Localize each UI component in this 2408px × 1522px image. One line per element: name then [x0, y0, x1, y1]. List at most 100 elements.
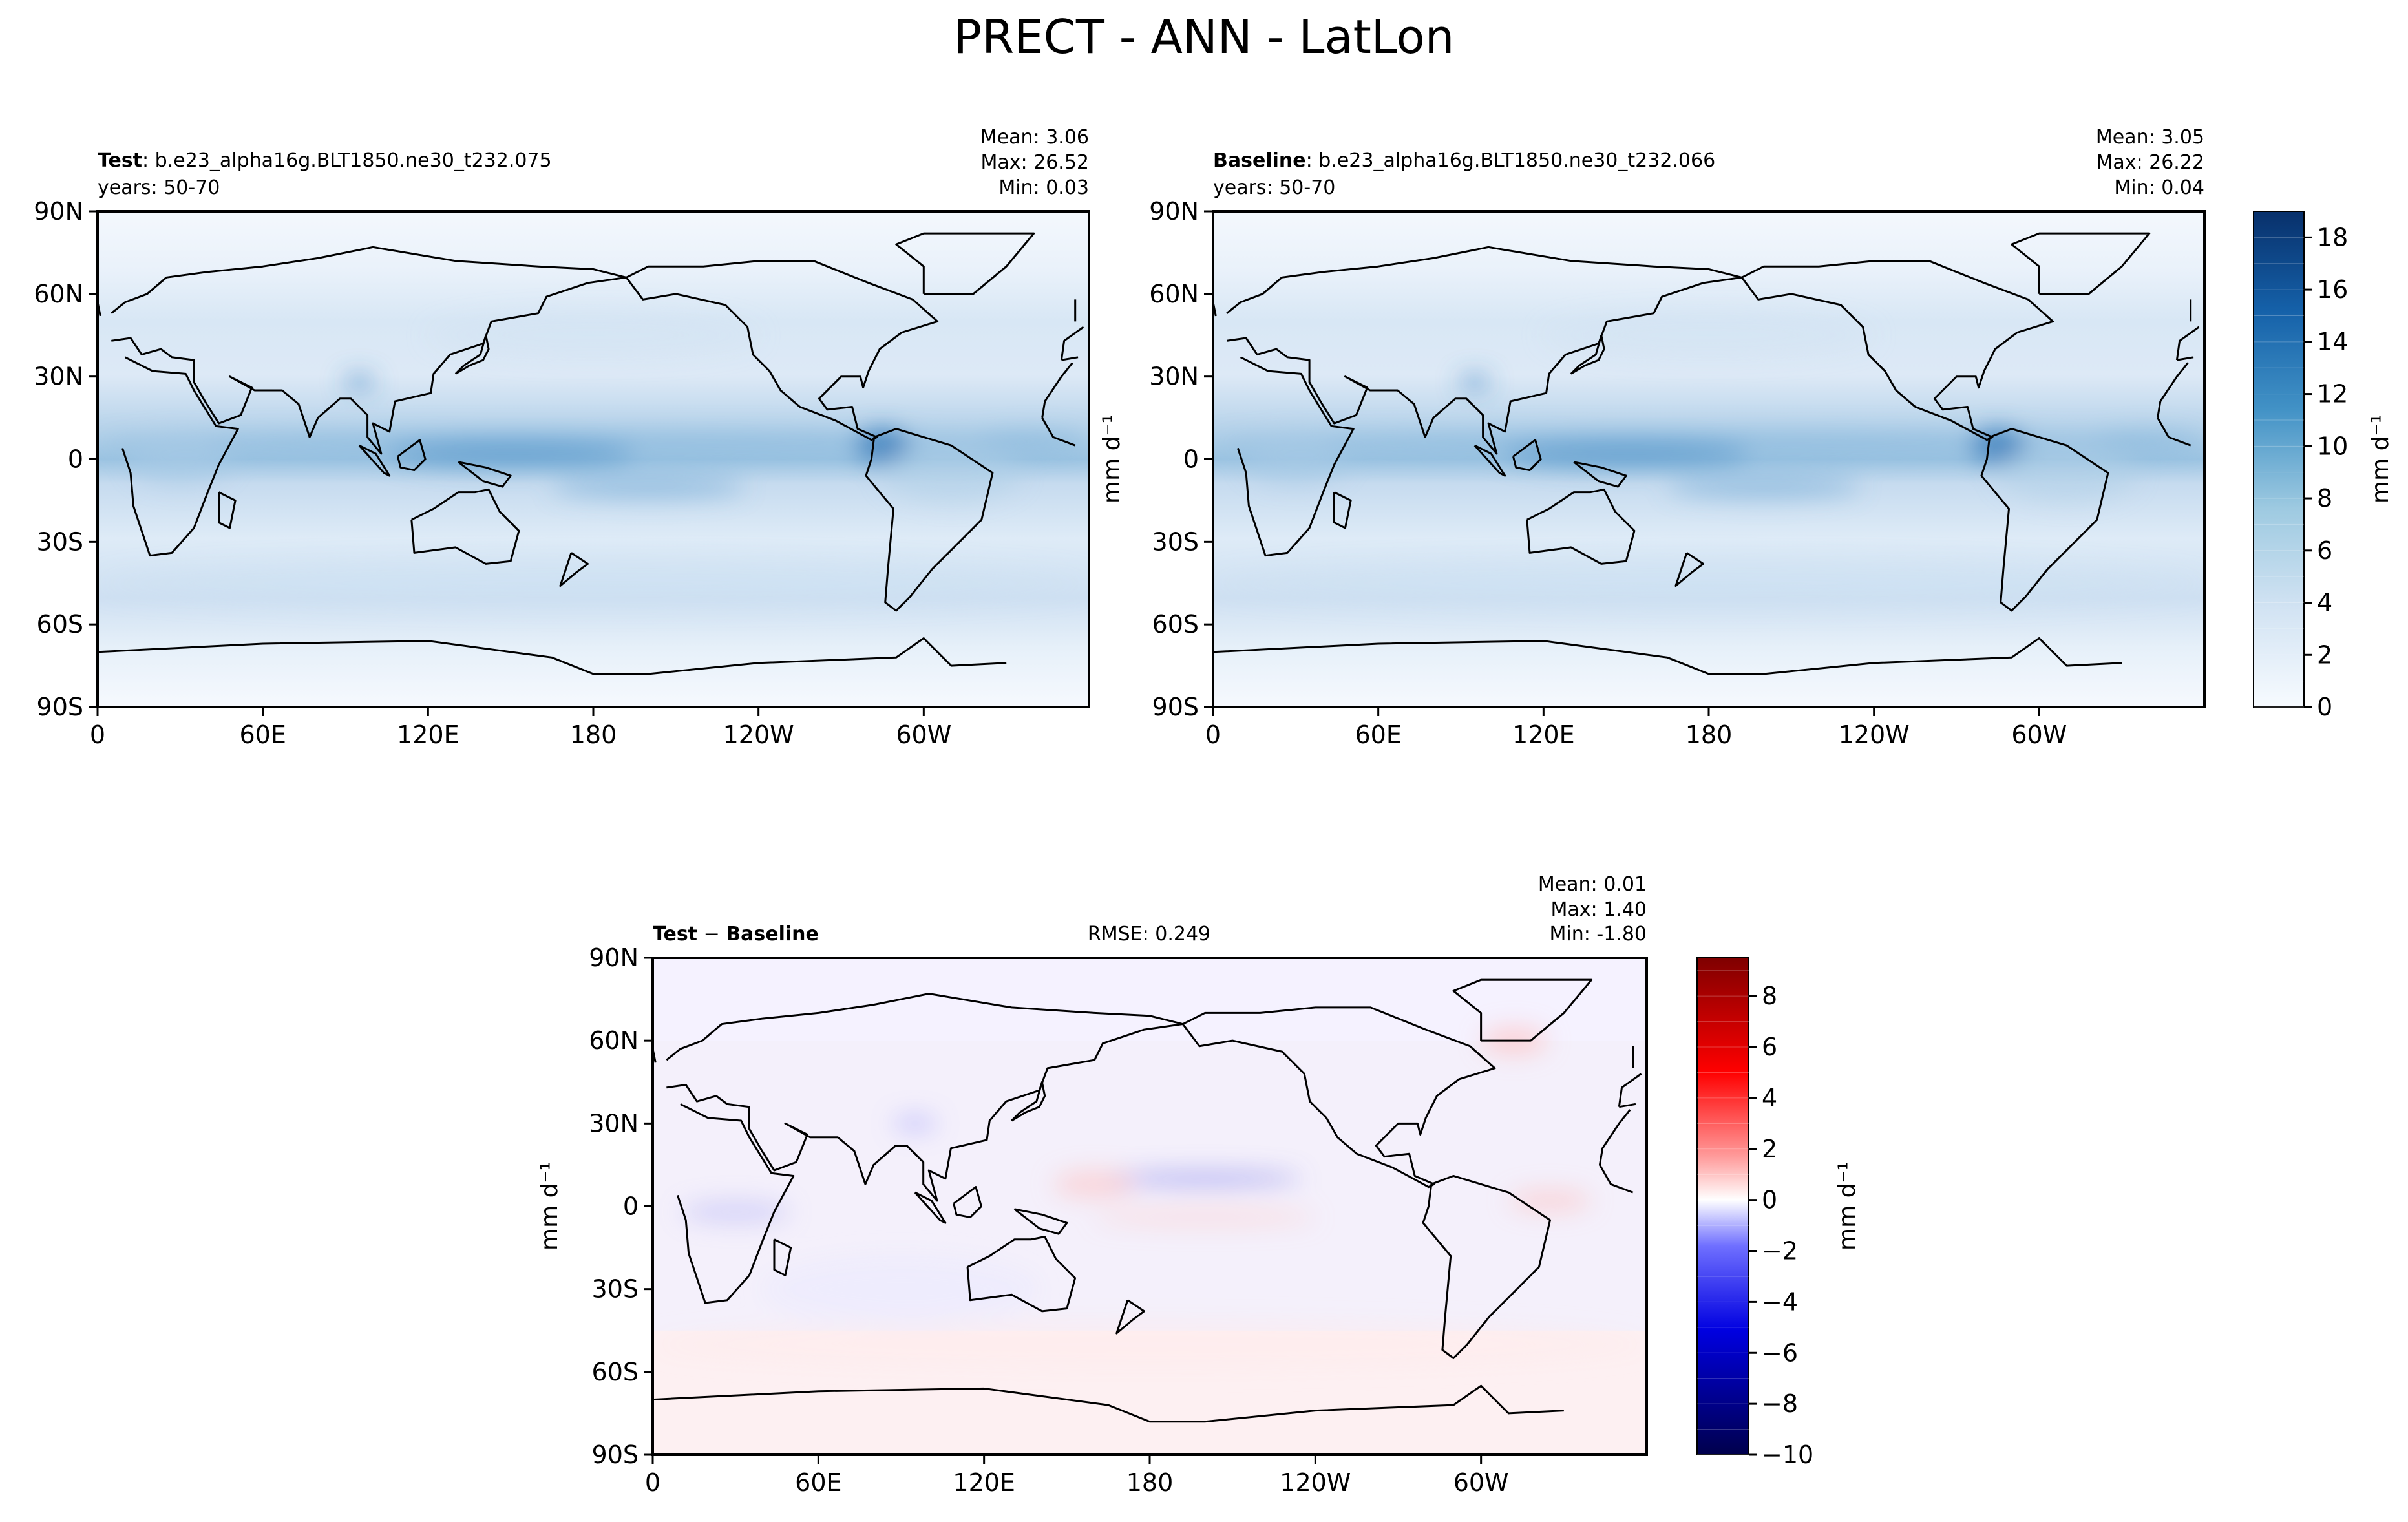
y-tick-label: 60S: [37, 610, 83, 639]
x-tick-label: 120W: [1280, 1468, 1351, 1497]
map-field-features: [653, 1026, 1647, 1367]
figure-title: PRECT - ANN - LatLon: [954, 10, 1455, 64]
panel-diff-title-bold: Test: [653, 923, 697, 946]
map-baseline: [1213, 211, 2204, 707]
map-field-blob: [428, 313, 759, 357]
x-tick-label: 0: [645, 1468, 660, 1497]
map-field-blob: [1502, 439, 1750, 468]
map-field-blob: [1667, 476, 1861, 498]
colorbar-tick-label: 4: [1762, 1084, 1777, 1112]
coastline: [653, 1384, 1564, 1423]
coastline: [677, 1103, 1634, 1304]
x-tick-label: 60E: [239, 721, 286, 749]
x-tick-label: 180: [1685, 721, 1733, 749]
panel-baseline-stat-max: Max: 26.22: [2096, 151, 2204, 174]
x-tick-label: 0: [90, 721, 105, 749]
coastline: [666, 993, 1642, 1202]
y-tick-label: 0: [623, 1192, 639, 1221]
y-tick-label: 30S: [37, 527, 83, 556]
coastline: [1422, 1174, 1552, 1360]
x-tick-label: 120E: [1512, 721, 1575, 749]
panel-test: Test: b.e23_alpha16g.BLT1850.ne30_t232.0…: [34, 126, 1090, 749]
coastline: [1570, 334, 1605, 375]
coastline: [1980, 428, 2109, 612]
coastline: [966, 1236, 1077, 1313]
panel-diff-title: Test − Baseline: [653, 923, 819, 946]
panel-baseline-title: Baseline: b.e23_alpha16g.BLT1850.ne30_t2…: [1213, 149, 1715, 172]
colorbar-tick-label: 8: [1762, 982, 1777, 1010]
y-tick-label: 30N: [1149, 363, 1199, 391]
coastline: [953, 1186, 982, 1219]
coastline: [458, 461, 512, 488]
y-tick-label: 30N: [34, 363, 83, 391]
colorbar-tick-label: 16: [2317, 275, 2348, 304]
map-field-blob: [854, 428, 911, 462]
map-field-blob: [763, 1256, 1040, 1322]
colorbar-tick-label: 4: [2317, 589, 2332, 617]
x-tick-label: 60E: [1355, 721, 1401, 749]
map-field-blob: [386, 439, 635, 468]
coastline: [1013, 1208, 1068, 1235]
colorbar-blues: 0 2 4 6 8 10 12 14 16 18 mm d⁻¹: [2253, 211, 2394, 721]
colorbar-tick-label: −4: [1762, 1287, 1798, 1316]
coastline: [914, 1191, 947, 1224]
colorbar-blues-label: mm d⁻¹: [2367, 414, 2394, 503]
y-tick-label: 60N: [34, 280, 83, 308]
colorbar-seismic-ramp: [1696, 957, 1749, 1455]
panel-diff: Test − Baseline RMSE: 0.249 Mean: 0.01 M…: [589, 873, 1648, 1497]
map-field-blob: [98, 431, 1089, 454]
axes-diff: 0 60E 120E 180 120W 60W 90N 60N 30N 0 30S 60S 90S: [589, 944, 1648, 1497]
y-tick-label: 60S: [592, 1358, 639, 1386]
colorbar-blues-ramp: [2253, 211, 2305, 708]
coastline: [895, 232, 1035, 295]
colorbar-tick-label: −6: [1762, 1338, 1798, 1367]
colorbar-tick-label: 10: [2317, 432, 2348, 460]
map-field-blob: [1458, 374, 1492, 390]
coastline: [98, 637, 1007, 675]
coastline: [410, 488, 520, 565]
map-field-features: [98, 313, 1089, 606]
map-units-label: mm d⁻¹: [1099, 414, 1125, 503]
panel-test-years: years: 50-70: [98, 176, 220, 199]
x-tick-label: 60W: [1453, 1468, 1509, 1497]
x-tick-label: 60E: [795, 1468, 841, 1497]
panel-baseline-title-bold: Baseline: [1213, 149, 1306, 172]
x-tick-label: 120W: [723, 721, 794, 749]
map-field-blob: [978, 431, 1089, 449]
map-field-blob: [882, 445, 1020, 501]
x-tick-label: 120W: [1839, 721, 1910, 749]
coastline: [1674, 552, 1704, 587]
y-tick-label: 60N: [589, 1026, 639, 1055]
colorbar-tick-label: 18: [2317, 223, 2348, 251]
y-tick-label: 30S: [592, 1275, 639, 1304]
coastline: [1236, 356, 2191, 557]
panel-diff-stat-mean: Mean: 0.01: [1538, 873, 1647, 896]
map-units-label: mm d⁻¹: [536, 1161, 563, 1251]
x-tick-label: 0: [1205, 721, 1221, 749]
colorbar-tick-label: 8: [2317, 484, 2332, 513]
map-field-blob: [892, 1115, 938, 1132]
panel-test-title-bold: Test: [98, 149, 142, 172]
coastline: [1512, 439, 1542, 471]
coastline: [111, 246, 1084, 455]
coastline: [559, 552, 589, 587]
panel-test-stat-mean: Mean: 3.06: [980, 126, 1089, 149]
axes-baseline: 0 60E 120E 180 120W 60W 90N 60N 30N 0 30S 60S 90S: [1149, 197, 2206, 749]
map-field-blob: [1094, 1209, 1316, 1226]
colorbar-tick-label: −2: [1762, 1237, 1798, 1265]
map-field-blob: [1108, 1170, 1302, 1187]
colorbar-tick-label: 12: [2317, 380, 2348, 408]
y-tick-label: 30S: [1152, 527, 1199, 556]
y-tick-label: 90N: [589, 944, 639, 972]
coastline: [625, 260, 939, 441]
panel-baseline-stat-mean: Mean: 3.05: [2096, 126, 2204, 149]
colorbar-seismic-label: mm d⁻¹: [1834, 1161, 1861, 1251]
map-field-blob: [552, 476, 745, 498]
colorbar-seismic-ticks: −10 −8 −6 −4 −2 0 2 4 6 8: [1749, 982, 1813, 1469]
coastline: [1452, 978, 1593, 1042]
panel-diff-title-minus: −: [697, 923, 726, 946]
coastline: [1011, 1081, 1046, 1122]
colorbar-seismic: −10 −8 −6 −4 −2 0 2 4 6 8 mm d⁻¹: [1696, 957, 1861, 1469]
map-field-blob: [1970, 428, 2026, 462]
panel-test-title-rest: : b.e23_alpha16g.BLT1850.ne30_t232.075: [142, 149, 552, 172]
